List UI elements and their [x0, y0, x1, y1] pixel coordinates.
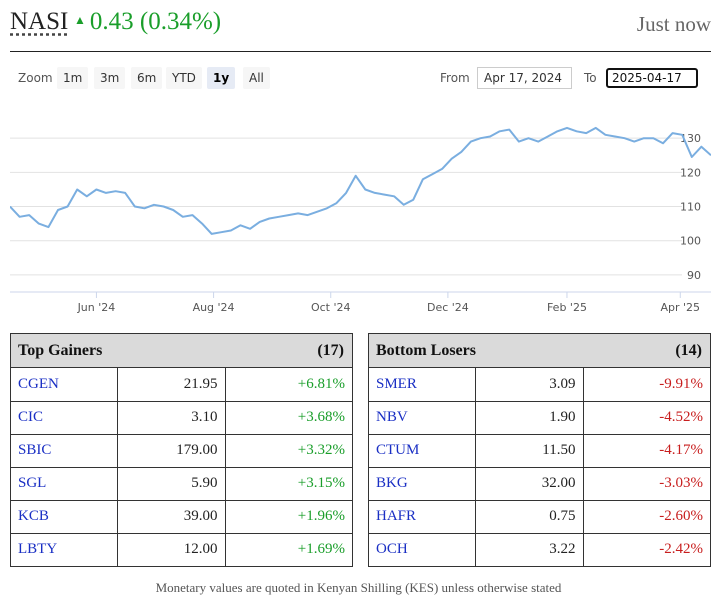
price-change: ▲ 0.43 (0.34%): [74, 8, 221, 36]
loser-price: 1.90: [475, 401, 584, 435]
bottom-losers-count: (14): [675, 342, 702, 359]
gainer-symbol[interactable]: SBIC: [11, 434, 118, 468]
y-tick-label: 100: [680, 235, 701, 248]
table-row[interactable]: NBV 1.90 -4.52%: [369, 401, 710, 435]
zoom-ytd-button[interactable]: YTD: [166, 67, 202, 89]
bottom-losers-table: SMER 3.09 -9.91% NBV 1.90 -4.52% CTUM 11.50 -4.1…: [369, 368, 710, 566]
to-date-input[interactable]: 2025-04-17: [606, 68, 698, 88]
gainer-price: 39.00: [117, 500, 226, 534]
table-row[interactable]: KCB 39.00 +1.96%: [11, 500, 352, 534]
table-row[interactable]: BKG 32.00 -3.03%: [369, 467, 710, 501]
top-gainers-count: (17): [317, 342, 344, 359]
loser-symbol[interactable]: OCH: [369, 533, 476, 566]
x-tick-label: Oct '24: [311, 301, 351, 314]
zoom-1m-button[interactable]: 1m: [57, 67, 89, 89]
table-row[interactable]: SBIC 179.00 +3.32%: [11, 434, 352, 468]
gainer-symbol[interactable]: CGEN: [11, 368, 118, 402]
gainer-change: +3.68%: [225, 401, 352, 435]
table-row[interactable]: CTUM 11.50 -4.17%: [369, 434, 710, 468]
loser-change: -4.17%: [583, 434, 710, 468]
loser-change: -2.60%: [583, 500, 710, 534]
zoom-3m-button[interactable]: 3m: [94, 67, 126, 89]
table-row[interactable]: HAFR 0.75 -2.60%: [369, 500, 710, 534]
gainer-change: +3.15%: [225, 467, 352, 501]
bottom-losers-header: Bottom Losers (14): [369, 334, 710, 368]
loser-price: 3.22: [475, 533, 584, 566]
quote-header: NASI ▲ 0.43 (0.34%) Just now: [10, 6, 711, 52]
loser-change: -3.03%: [583, 467, 710, 501]
gainer-change: +6.81%: [225, 368, 352, 402]
zoom-6m-button[interactable]: 6m: [131, 67, 163, 89]
y-tick-label: 120: [680, 166, 701, 179]
gainer-symbol[interactable]: LBTY: [11, 533, 118, 566]
gainer-symbol[interactable]: KCB: [11, 500, 118, 534]
loser-change: -2.42%: [659, 541, 703, 558]
zoom-label: Zoom: [18, 71, 53, 85]
top-gainers-table: CGEN 21.95 +6.81% CIC 3.10 +3.68% SBIC 179.00 +3…: [11, 368, 352, 566]
gainer-change: +3.32%: [225, 434, 352, 468]
bottom-losers-title: Bottom Losers: [376, 342, 476, 359]
ticker-symbol[interactable]: NASI: [10, 8, 69, 35]
gainer-change: +1.96%: [225, 500, 352, 534]
zoom-1y-button[interactable]: 1y: [207, 67, 236, 89]
table-row[interactable]: SMER 3.09 -9.91%: [369, 368, 710, 402]
y-tick-label: 110: [680, 201, 701, 214]
from-label: From: [440, 71, 470, 85]
table-row[interactable]: LBTY 12.00 +1.69%: [11, 533, 352, 566]
range-controls: Zoom 1m 3m 6m YTD 1y All From Apr 17, 20…: [10, 66, 711, 92]
loser-symbol[interactable]: CTUM: [369, 434, 476, 468]
loser-price: 0.75: [475, 500, 584, 534]
loser-change: -9.91%: [583, 368, 710, 402]
price-change-value: 0.43 (0.34%): [89, 8, 222, 35]
loser-symbol[interactable]: SMER: [369, 368, 476, 402]
table-row[interactable]: CIC 3.10 +3.68%: [11, 401, 352, 435]
table-row[interactable]: OCH 3.22 -2.42%: [369, 533, 710, 566]
y-tick-label: 90: [687, 269, 701, 282]
table-row[interactable]: SGL 5.90 +3.15%: [11, 467, 352, 501]
index-chart[interactable]: 90 100 110 120 130 Jun '24 Aug '24 Oct '24 Dec '…: [10, 100, 711, 320]
top-gainers-header: Top Gainers (17): [11, 334, 352, 368]
loser-symbol[interactable]: HAFR: [369, 500, 476, 534]
currency-note: Monetary values are quoted in Kenyan Shi…: [155, 580, 562, 595]
x-tick-label: Feb '25: [547, 301, 587, 314]
up-triangle-icon: ▲: [74, 13, 86, 27]
loser-price: 32.00: [475, 467, 584, 501]
to-label: To: [584, 71, 597, 85]
x-tick-label: Dec '24: [427, 301, 469, 314]
gainer-price: 21.95: [117, 368, 226, 402]
x-tick-label: Aug '24: [193, 301, 235, 314]
gainer-symbol[interactable]: SGL: [11, 467, 118, 501]
gainer-price: 179.00: [117, 434, 226, 468]
table-row[interactable]: CGEN 21.95 +6.81%: [11, 368, 352, 402]
zoom-all-button[interactable]: All: [243, 67, 270, 89]
loser-symbol[interactable]: BKG: [369, 467, 476, 501]
bottom-losers-panel: Bottom Losers (14) SMER 3.09 -9.91% NBV 1.90…: [368, 333, 711, 567]
gainer-price: 12.00: [117, 533, 226, 566]
loser-price: 3.09: [475, 368, 584, 402]
last-updated: Just now: [636, 12, 711, 36]
top-gainers-panel: Top Gainers (17) CGEN 21.95 +6.81% CIC 3.10 +…: [10, 333, 353, 567]
x-tick-label: Jun '24: [77, 301, 116, 314]
top-gainers-title: Top Gainers: [18, 342, 103, 359]
series-line[interactable]: [10, 126, 711, 235]
loser-symbol[interactable]: NBV: [369, 401, 476, 435]
loser-price: 11.50: [475, 434, 584, 468]
from-date-input[interactable]: Apr 17, 2024: [477, 67, 572, 89]
x-tick-label: Apr '25: [660, 301, 700, 314]
gainer-change: +1.69%: [297, 541, 345, 558]
loser-change: -4.52%: [583, 401, 710, 435]
gainer-symbol[interactable]: CIC: [11, 401, 118, 435]
gainer-price: 3.10: [117, 401, 226, 435]
gainer-price: 5.90: [117, 467, 226, 501]
